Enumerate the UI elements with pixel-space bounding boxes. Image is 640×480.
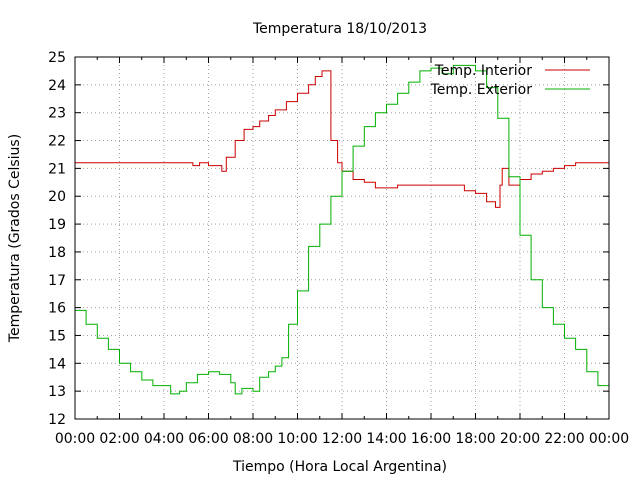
legend-label-interior: Temp. Interior (434, 63, 533, 79)
y-tick-label: 19 (48, 217, 66, 233)
x-tick-label: 04:00 (144, 431, 184, 447)
x-tick-label: 18:00 (455, 431, 495, 447)
y-tick-label: 12 (48, 412, 66, 428)
x-tick-label: 22:00 (544, 431, 584, 447)
x-tick-label: 08:00 (233, 431, 273, 447)
axis-ticks (74, 56, 610, 420)
y-tick-label: 15 (48, 328, 66, 344)
y-tick-label: 18 (48, 245, 66, 261)
y-tick-label: 16 (48, 301, 66, 317)
y-tick-label: 20 (48, 189, 66, 205)
x-tick-label: 14:00 (366, 431, 406, 447)
y-tick-label: 24 (48, 78, 66, 94)
chart-title: Temperatura 18/10/2013 (252, 21, 427, 37)
x-tick-label: 00:00 (589, 431, 629, 447)
y-tick-label: 17 (48, 273, 66, 289)
x-axis-label: Tiempo (Hora Local Argentina) (232, 459, 447, 475)
series-line-exterior (75, 64, 610, 400)
x-tick-label: 10:00 (277, 431, 317, 447)
x-tick-label: 00:00 (55, 431, 95, 447)
x-tick-label: 02:00 (99, 431, 139, 447)
legend: Temp. Interior Temp. Exterior (430, 63, 590, 98)
y-tick-label: 21 (48, 161, 66, 177)
x-tick-label: 06:00 (188, 431, 228, 447)
y-tick-label: 23 (48, 106, 66, 122)
y-tick-label: 13 (48, 384, 66, 400)
x-tick-label: 20:00 (500, 431, 540, 447)
grid-lines (75, 57, 609, 419)
series-line-interior (75, 70, 609, 208)
y-tick-label: 14 (48, 356, 66, 372)
tick-labels: 00:00 02:00 04:00 06:00 08:00 10:00 12:00 14:00… (48, 50, 629, 447)
y-tick-label: 22 (48, 134, 66, 150)
y-axis-label: Temperatura (Grados Celsius) (7, 134, 23, 343)
x-tick-label: 12:00 (322, 431, 362, 447)
y-tick-label: 25 (48, 50, 66, 66)
legend-label-exterior: Temp. Exterior (430, 82, 533, 98)
series-lines (75, 64, 610, 400)
x-tick-label: 16:00 (411, 431, 451, 447)
